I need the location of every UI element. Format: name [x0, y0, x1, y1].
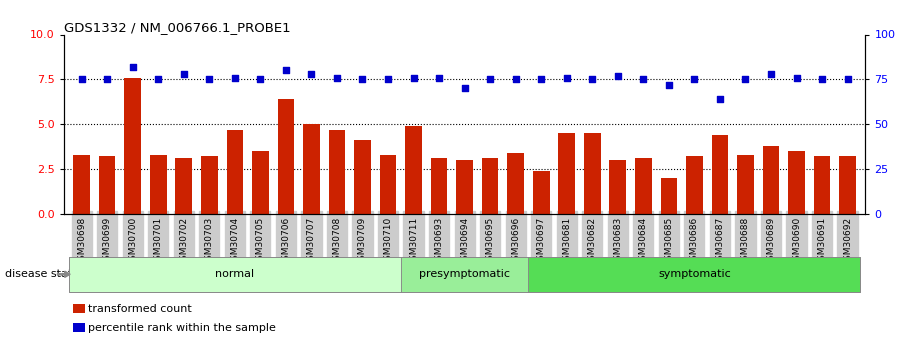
Bar [482, 158, 498, 214]
Bar [278, 99, 294, 214]
Point [100, 77, 115, 82]
Point [279, 68, 293, 73]
Point [738, 77, 752, 82]
Point [330, 75, 344, 80]
Point [610, 73, 625, 79]
Point [559, 75, 574, 80]
Bar [584, 133, 600, 214]
Bar [125, 78, 141, 214]
Point [763, 71, 778, 77]
Text: transformed count: transformed count [88, 304, 192, 314]
Point [712, 96, 727, 102]
Point [585, 77, 599, 82]
Bar [150, 155, 167, 214]
Text: percentile rank within the sample: percentile rank within the sample [88, 323, 276, 333]
Bar [303, 124, 320, 214]
Bar [788, 151, 804, 214]
Bar [456, 160, 473, 214]
Point [355, 77, 370, 82]
Bar [507, 153, 524, 214]
Bar [711, 135, 728, 214]
Text: GDS1332 / NM_006766.1_PROBE1: GDS1332 / NM_006766.1_PROBE1 [64, 21, 291, 34]
Point [75, 77, 89, 82]
Point [457, 86, 472, 91]
Point [151, 77, 166, 82]
Point [304, 71, 319, 77]
Bar [660, 178, 677, 214]
Text: symptomatic: symptomatic [658, 269, 731, 279]
Bar [201, 157, 218, 214]
Point [177, 71, 191, 77]
Point [126, 64, 140, 70]
Bar [329, 130, 345, 214]
Point [840, 77, 855, 82]
Point [661, 82, 676, 88]
Point [432, 75, 446, 80]
Bar [814, 157, 830, 214]
Bar [74, 155, 90, 214]
Bar [176, 158, 192, 214]
Bar [227, 130, 243, 214]
Point [636, 77, 650, 82]
Bar [99, 157, 116, 214]
Bar [431, 158, 447, 214]
Point [483, 77, 497, 82]
Point [381, 77, 395, 82]
Bar [533, 171, 549, 214]
Bar [763, 146, 779, 214]
Point [406, 75, 421, 80]
Bar [252, 151, 269, 214]
Text: normal: normal [215, 269, 254, 279]
Bar [380, 155, 396, 214]
Point [228, 75, 242, 80]
Bar [635, 158, 651, 214]
Point [508, 77, 523, 82]
Point [253, 77, 268, 82]
Point [687, 77, 701, 82]
Bar [609, 160, 626, 214]
Bar [737, 155, 753, 214]
Point [789, 75, 804, 80]
Bar [839, 157, 855, 214]
Bar [558, 133, 575, 214]
Point [814, 77, 829, 82]
Text: presymptomatic: presymptomatic [419, 269, 510, 279]
Point [534, 77, 548, 82]
Bar [354, 140, 371, 214]
Text: disease state: disease state [5, 269, 78, 279]
Point [202, 77, 217, 82]
Bar [405, 126, 422, 214]
Bar [686, 157, 702, 214]
